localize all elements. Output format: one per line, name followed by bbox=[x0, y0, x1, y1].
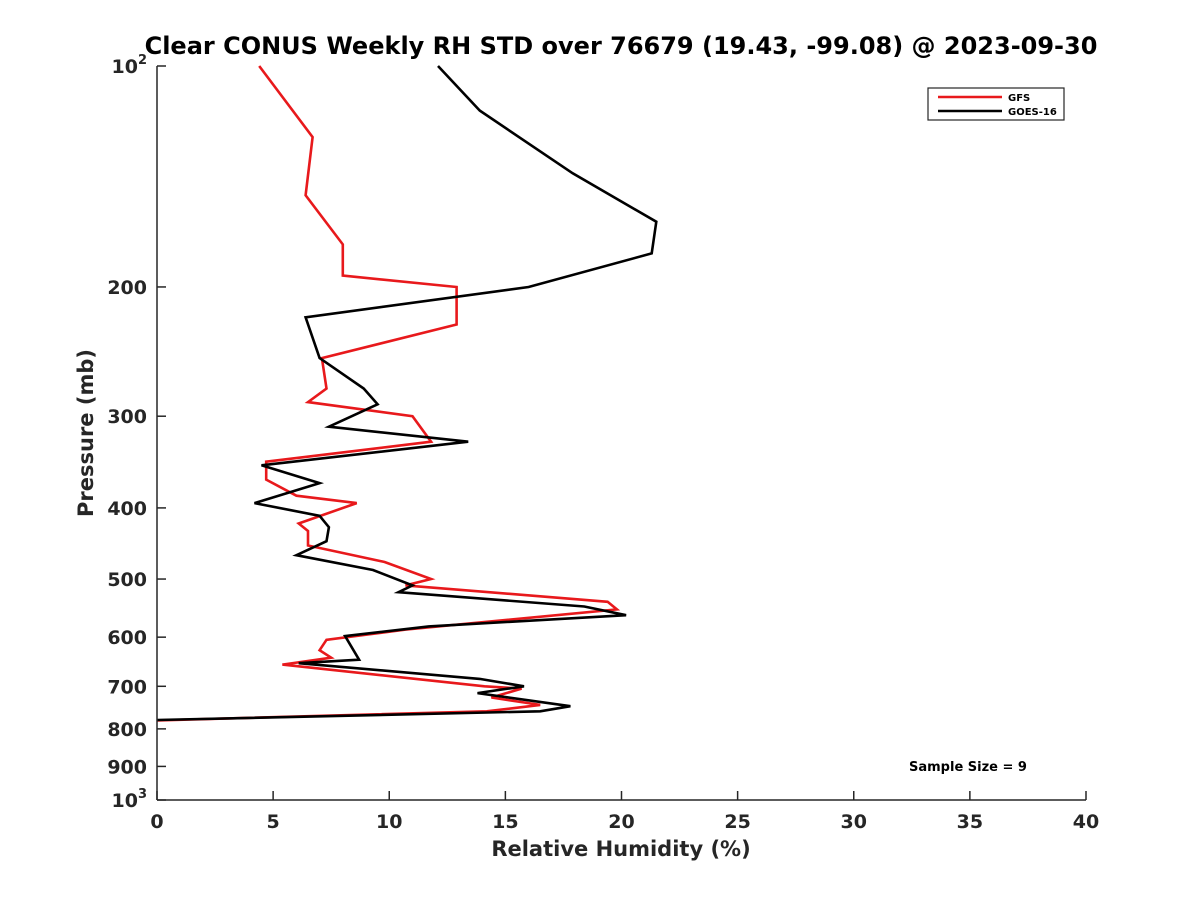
y-tick-label: 102 bbox=[112, 53, 148, 78]
x-axis-label: Relative Humidity (%) bbox=[491, 837, 750, 861]
x-tick-label: 30 bbox=[841, 811, 867, 833]
chart-title: Clear CONUS Weekly RH STD over 76679 (19… bbox=[145, 32, 1098, 60]
x-tick-label: 35 bbox=[957, 811, 983, 833]
sample-size-annotation: Sample Size = 9 bbox=[909, 760, 1027, 775]
y-tick-label: 700 bbox=[107, 676, 147, 698]
y-tick-label: 900 bbox=[107, 756, 147, 778]
x-tick-label: 25 bbox=[724, 811, 750, 833]
x-tick-label: 5 bbox=[267, 811, 280, 833]
x-tick-label: 0 bbox=[150, 811, 163, 833]
x-tick-label: 40 bbox=[1073, 811, 1099, 833]
y-tick-label: 103 bbox=[112, 787, 148, 812]
y-tick-label: 500 bbox=[107, 569, 147, 591]
y-tick-label: 600 bbox=[107, 627, 147, 649]
y-tick-label: 400 bbox=[107, 498, 147, 520]
y-tick-label: 300 bbox=[107, 406, 147, 428]
legend-label-goes-16: GOES-16 bbox=[1008, 107, 1057, 118]
legend-box bbox=[927, 87, 1065, 121]
y-axis-label: Pressure (mb) bbox=[74, 349, 98, 517]
series-group bbox=[156, 65, 658, 722]
plot-area: 0 5 10 15 20 25 30 35 40 102 200 300 400 500 600 700 800… bbox=[107, 53, 1099, 833]
series-line-goes-16 bbox=[156, 65, 658, 722]
y-tick-label: 800 bbox=[107, 719, 147, 741]
legend-label-gfs: GFS bbox=[1008, 93, 1030, 104]
x-tick-label: 20 bbox=[608, 811, 634, 833]
axes-group: 0 5 10 15 20 25 30 35 40 102 200 300 400 500 600 700 800… bbox=[107, 53, 1099, 833]
legend: GFS GOES-16 bbox=[927, 87, 1065, 121]
y-tick-label: 200 bbox=[107, 277, 147, 299]
x-tick-label: 15 bbox=[492, 811, 518, 833]
series-line-gfs bbox=[156, 65, 621, 722]
x-tick-label: 10 bbox=[376, 811, 402, 833]
